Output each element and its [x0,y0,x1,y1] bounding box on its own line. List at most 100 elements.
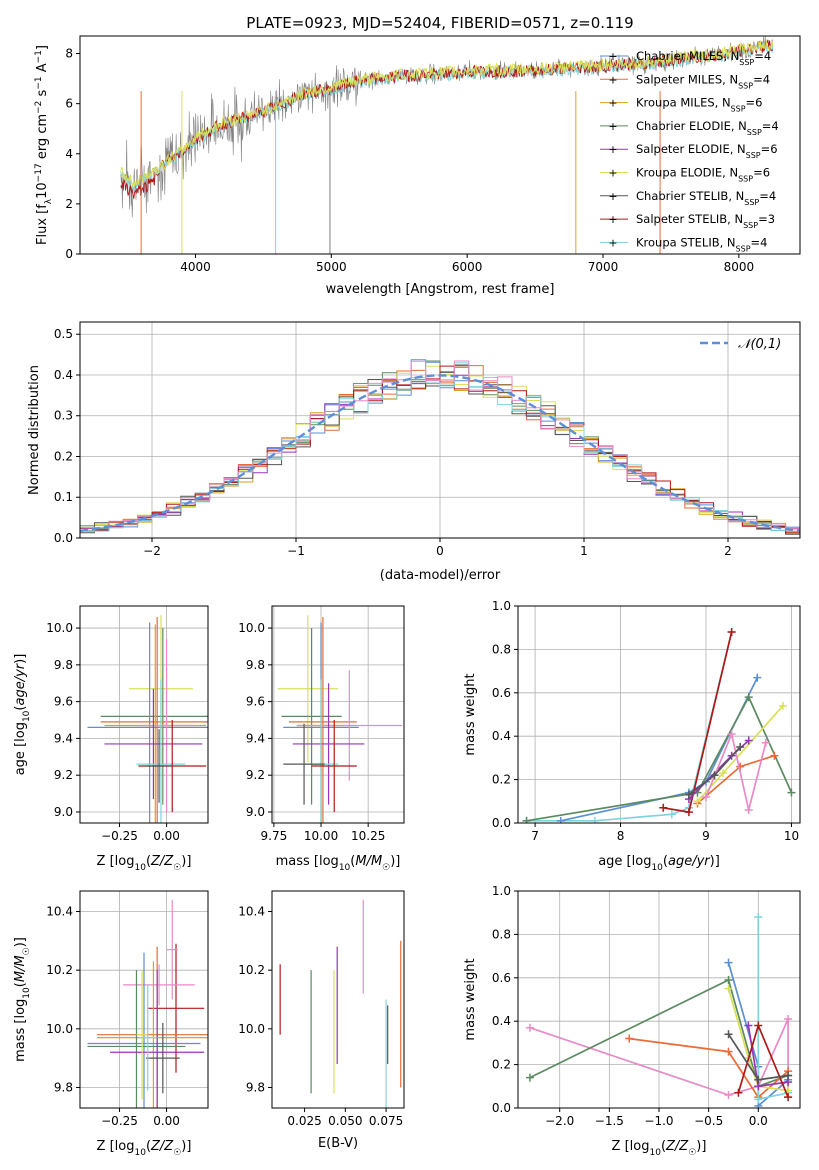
weight-point-marker [778,701,787,710]
y-tick-label: 0.8 [492,642,511,656]
x-tick-label: 0.0 [749,1114,768,1128]
legend-marker: + [608,143,617,156]
y-tick-label: 1.0 [492,599,511,613]
plot-area [80,359,800,535]
legend-entry: + Chabrier ELODIE, NSSP=4 [600,119,779,136]
age-vs-metallicity-panel: −0.25 0.009.09.29.49.69.810.0Z [log10(Z/Z… [13,605,209,873]
legend-label-main: Kroupa STELIB, N [636,235,736,249]
error-bar-point [136,970,148,1100]
weight-point-marker [787,788,796,797]
label-part: )] [710,854,720,869]
weight-point-marker [727,730,736,739]
error-bar-point [145,729,173,803]
weight-point-marker [754,1075,763,1084]
label-part: ] [35,45,50,50]
y-tick-label: 9.6 [246,695,265,709]
legend-marker: + [608,120,617,133]
legend-label-sub: SSP [736,244,751,253]
label-part: ( [13,982,28,987]
label-part: )] [13,937,28,947]
y-tick-label: 9.4 [54,731,73,745]
legend-entry: + Salpeter STELIB, NSSP=3 [600,212,775,230]
weight-point-marker [525,1073,534,1082]
y-tick-label: 6 [65,97,73,111]
legend-label-sub: SSP [739,58,754,67]
legend-label: Salpeter STELIB, NSSP=3 [636,212,775,230]
legend-label: 𝒩(0,1) [738,337,781,352]
legend-label: Salpeter MILES, NSSP=4 [636,72,770,90]
y-tick-label: 1.0 [492,884,511,898]
error-bar-point [87,622,208,823]
y-tick-label: 0.3 [54,409,73,423]
x-tick-label: −2.0 [545,1114,574,1128]
label-part: 10 [339,863,351,873]
legend-marker: + [608,97,617,110]
label-part: 10 [651,863,663,873]
observed-spectrum-line [120,36,774,218]
y-tick-label: 0.5 [54,327,73,341]
legend-label: Chabrier MILES, NSSP=4 [636,49,771,67]
weight-series-line [526,695,793,822]
y-tick-label: 0.2 [492,1058,511,1072]
label-part: −17 [34,163,44,182]
error-bar-point [283,723,325,805]
weight-point-marker [734,1088,743,1097]
y-tick-label: 9.6 [54,695,73,709]
legend-entry: + Kroupa STELIB, NSSP=4 [600,235,767,253]
label-part: s [35,89,50,100]
error-bar-point [138,639,195,812]
y-tick-label: 0.0 [492,1101,511,1115]
weight-point-marker [754,1095,763,1104]
y-tick-label: 8 [65,47,73,61]
weight-point-marker [754,1021,763,1030]
label-part: ☉ [173,863,181,873]
error-bar-point [296,670,403,781]
y-tick-label: 9.4 [246,731,265,745]
error-bar-point [87,952,201,1108]
y-tick-label: 9.8 [54,1080,73,1094]
weight-point-marker [754,913,763,922]
legend-marker: + [608,236,617,249]
x-tick-label: −0.25 [101,829,138,843]
legend-entry: + Chabrier STELIB, NSSP=4 [600,189,776,206]
legend-label-post: =4 [751,235,768,249]
weight-point-marker [724,958,733,967]
legend-label-post: =4 [754,49,771,63]
weight-point-marker [667,810,676,819]
legend-label: Kroupa MILES, NSSP=6 [636,96,762,114]
legend-label-main: Salpeter MILES, N [636,72,738,86]
weight-point-marker [744,736,753,745]
error-bar-point [104,688,203,800]
legend-label-main: Chabrier MILES, N [636,49,739,63]
y-axis-label: mass weight [463,673,478,755]
label-part: ( [146,854,151,869]
mass-vs-ebv-panel: 0.025 0.050 0.075 9.8 10.0 10.2 10.4 E(B-V) [238,890,405,1151]
label-part: mass [log [276,854,339,869]
label-part: 10 [134,863,146,873]
weight-series [556,673,762,823]
legend-label-sub: SSP [743,221,758,230]
x-axis-label: Z [log10(Z/Z☉)] [97,1139,192,1158]
y-axis-label: mass [log10(M/M☉)] [13,937,32,1062]
weight-point-marker [736,743,745,752]
label-part: Z/Z [150,1139,174,1154]
label-part: Z/Z [665,1139,689,1154]
x-axis-label: (data-model)/error [380,568,501,583]
error-bar-point [145,1022,180,1094]
y-axis-label: Flux [fλ10−17 erg cm−2 s−1 A−1] [34,45,54,245]
error-bar-point [100,628,208,805]
x-tick-label: 0 [436,544,444,558]
x-axis-label: E(B-V) [318,1136,358,1151]
error-bar-point [136,679,186,823]
y-tick-label: 0.8 [492,927,511,941]
weight-point-marker [744,693,753,702]
label-part: M/M [355,854,382,869]
weight-point-marker [556,816,565,823]
histogram-step-line [80,362,800,532]
y-tick-label: 10.0 [46,1022,73,1036]
label-part: ☉ [22,947,32,955]
weight-point-marker [659,803,668,812]
legend-entry: + Kroupa ELODIE, NSSP=6 [600,166,770,183]
x-tick-label: 9.75 [261,829,288,843]
normal-reference-curve [80,374,800,533]
